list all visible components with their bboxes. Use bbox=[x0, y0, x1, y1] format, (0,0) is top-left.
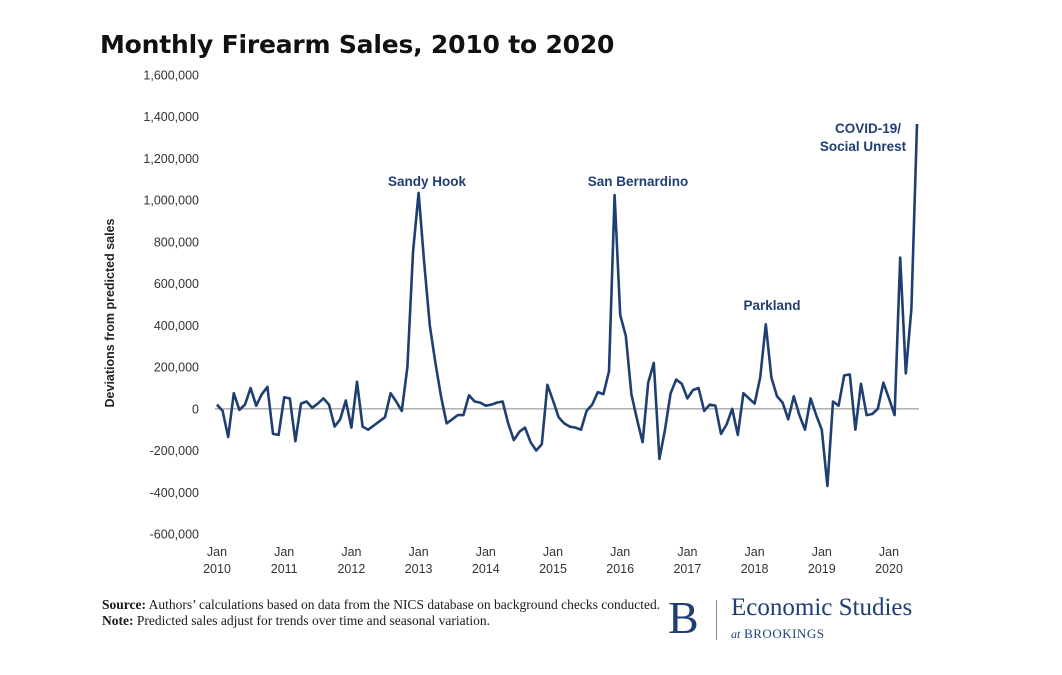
y-tick-label: 1,600,000 bbox=[143, 69, 199, 83]
x-tick-year: 2017 bbox=[673, 562, 701, 576]
logo-letter: B bbox=[668, 592, 699, 643]
x-tick-month: Jan bbox=[274, 545, 294, 559]
x-tick-year: 2011 bbox=[271, 562, 298, 576]
method-note: Note: Predicted sales adjust for trends … bbox=[102, 613, 662, 629]
chart-title: Monthly Firearm Sales, 2010 to 2020 bbox=[100, 30, 615, 59]
x-tick-year: 2015 bbox=[539, 562, 567, 576]
y-tick-label: -600,000 bbox=[150, 528, 199, 542]
y-axis: -600,000 -400,000 -200,000 0 200,000 400,000 6… bbox=[143, 69, 199, 542]
y-tick-label: 1,400,000 bbox=[143, 110, 199, 124]
note-text: Predicted sales adjust for trends over t… bbox=[136, 613, 491, 628]
x-tick-month: Jan bbox=[610, 545, 630, 559]
x-tick-month: Jan bbox=[341, 545, 361, 559]
series-points bbox=[216, 123, 918, 487]
x-tick-year: 2019 bbox=[808, 562, 836, 576]
annotation-label: Parkland bbox=[743, 298, 800, 313]
y-tick-label: 600,000 bbox=[154, 277, 199, 291]
y-tick-label: 400,000 bbox=[154, 319, 199, 333]
x-tick-year: 2018 bbox=[741, 562, 769, 576]
note-label: Note: bbox=[102, 613, 134, 628]
series-line bbox=[216, 123, 919, 488]
annotation-label: COVID-19/ bbox=[835, 121, 901, 136]
source-label: Source: bbox=[102, 597, 146, 612]
x-tick-year: 2020 bbox=[875, 562, 903, 576]
footnotes: Source: Authors’ calculations based on d… bbox=[102, 597, 662, 629]
annotation-label: San Bernardino bbox=[588, 174, 689, 189]
logo-sub-small: at bbox=[731, 627, 741, 641]
x-tick-month: Jan bbox=[812, 545, 832, 559]
logo-sub-caps: BROOKINGS bbox=[744, 626, 825, 641]
x-tick-month: Jan bbox=[207, 545, 227, 559]
y-tick-label: -400,000 bbox=[150, 486, 199, 500]
x-tick-year: 2012 bbox=[337, 562, 365, 576]
x-axis: Jan 2010 Jan 2011 Jan 2012 Jan 2013 Jan 2014 Jan 20… bbox=[203, 545, 903, 576]
source-note: Source: Authors’ calculations based on d… bbox=[102, 597, 662, 613]
x-tick-month: Jan bbox=[476, 545, 496, 559]
y-tick-label: 200,000 bbox=[154, 361, 199, 375]
x-tick-year: 2010 bbox=[203, 562, 231, 576]
annotation-label: Sandy Hook bbox=[388, 174, 467, 189]
brookings-logo: B Economic Studies at BROOKINGS bbox=[668, 594, 958, 644]
source-text: Authors’ calculations based on data from… bbox=[148, 597, 661, 612]
x-tick-year: 2016 bbox=[606, 562, 634, 576]
x-tick-month: Jan bbox=[745, 545, 765, 559]
annotation-label: Social Unrest bbox=[820, 139, 907, 154]
x-tick-month: Jan bbox=[879, 545, 899, 559]
x-tick-month: Jan bbox=[543, 545, 563, 559]
x-tick-month: Jan bbox=[409, 545, 429, 559]
logo-sub-text: at BROOKINGS bbox=[731, 626, 824, 642]
firearm-sales-line-chart: -600,000 -400,000 -200,000 0 200,000 400,000 6… bbox=[103, 69, 919, 576]
x-tick-year: 2014 bbox=[472, 562, 500, 576]
y-tick-label: 0 bbox=[192, 402, 199, 416]
y-axis-label: Deviations from predicted sales bbox=[103, 218, 117, 407]
y-tick-label: 800,000 bbox=[154, 235, 199, 249]
logo-main-text: Economic Studies bbox=[731, 594, 913, 621]
y-tick-label: 1,200,000 bbox=[143, 152, 199, 166]
x-tick-month: Jan bbox=[677, 545, 697, 559]
y-tick-label: 1,000,000 bbox=[143, 194, 199, 208]
logo-divider bbox=[716, 600, 717, 640]
y-tick-label: -200,000 bbox=[150, 444, 199, 458]
annotations: Sandy Hook San Bernardino Parkland COVID-19… bbox=[388, 121, 907, 313]
x-tick-year: 2013 bbox=[405, 562, 433, 576]
